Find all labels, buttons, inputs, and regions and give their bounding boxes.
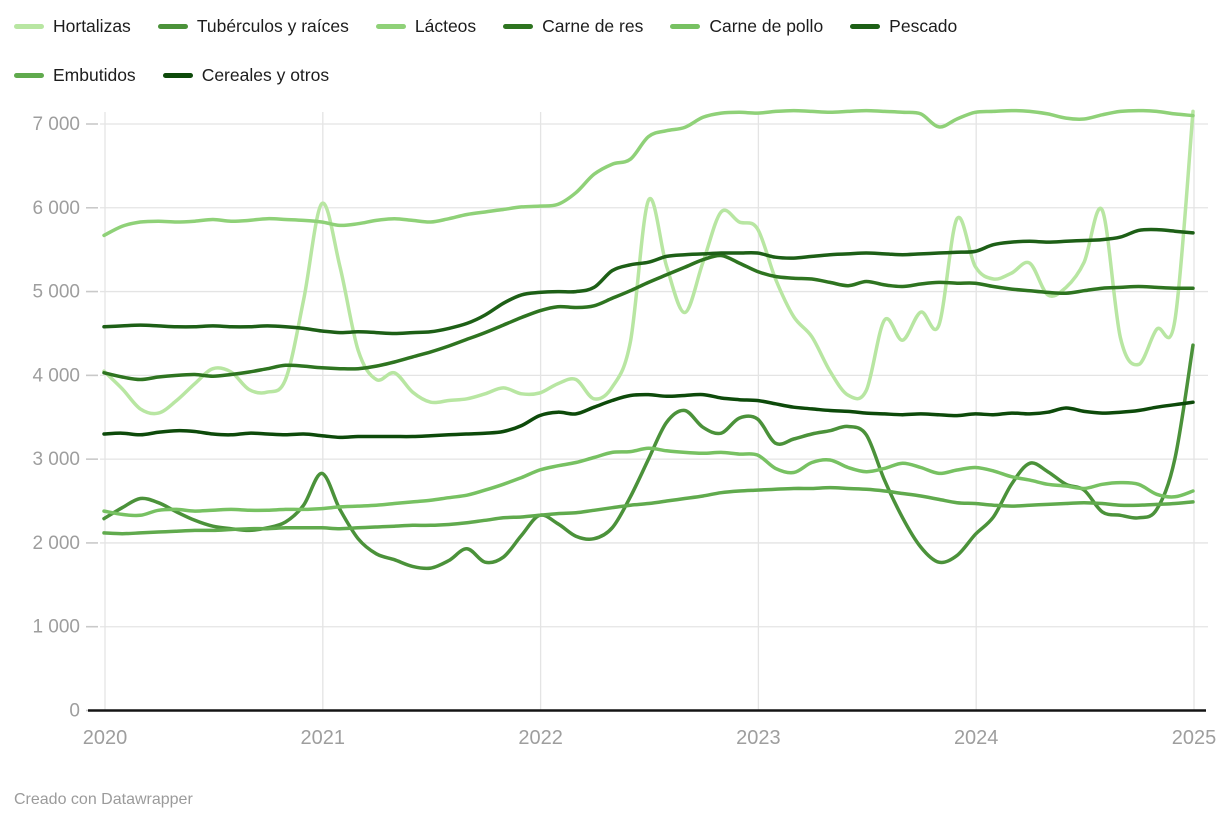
legend-item-4[interactable]: Carne de res (503, 16, 643, 37)
y-axis-label: 2 000 (32, 533, 80, 554)
legend-item-2[interactable]: Tubérculos y raíces (157, 16, 349, 37)
legend-label: Carne de res (542, 16, 644, 36)
legend-swatch-icon (670, 24, 701, 29)
series-line-hortalizas[interactable] (102, 109, 1195, 416)
legend-label: Carne de pollo (709, 16, 824, 36)
datawrapper-credit[interactable]: Creado con Datawrapper (14, 791, 193, 808)
legend-item-8[interactable]: Cereales y otros (162, 65, 330, 86)
series-line-carne-de-pollo[interactable] (102, 446, 1195, 518)
legend-label: Pescado (889, 16, 958, 36)
series-line-tub-rculos-y-ra-ces[interactable] (102, 343, 1195, 571)
legend-swatch-icon (14, 24, 44, 29)
series-line-carne-de-res[interactable] (102, 253, 1195, 382)
legend-swatch-icon (850, 24, 881, 29)
legend-item-3[interactable]: Lácteos (375, 16, 477, 37)
y-axis-label: 5 000 (32, 282, 80, 303)
legend-label: Lácteos (414, 16, 477, 36)
legend-swatch-icon (375, 24, 406, 29)
legend-item-6[interactable]: Pescado (850, 16, 957, 37)
legend-label: Cereales y otros (201, 65, 330, 85)
x-axis-label: 2022 (518, 727, 563, 749)
legend-swatch-icon (503, 24, 534, 29)
x-axis-label: 2024 (954, 727, 999, 749)
x-axis-label: 2021 (301, 727, 346, 749)
legend: Hortalizas Tubérculos y raíces Lácteos Carn… (14, 16, 1094, 86)
legend-swatch-icon (14, 73, 44, 78)
y-axis-label: 0 (69, 701, 80, 722)
legend-label: Tubérculos y raíces (196, 16, 349, 36)
y-axis-label: 1 000 (32, 617, 80, 638)
legend-label: Hortalizas (53, 16, 131, 36)
y-axis-label: 4 000 (32, 365, 80, 386)
y-axis-label: 6 000 (32, 198, 80, 219)
legend-item-1[interactable]: Hortalizas (14, 16, 131, 37)
legend-label: Embutidos (53, 65, 136, 85)
x-axis-label: 2025 (1172, 727, 1217, 749)
legend-item-5[interactable]: Carne de pollo (670, 16, 823, 37)
x-axis-label: 2023 (736, 727, 781, 749)
legend-swatch-icon (157, 24, 188, 29)
y-axis-label: 3 000 (32, 449, 80, 470)
legend-item-7[interactable]: Embutidos (14, 65, 136, 86)
series-line-pescado[interactable] (102, 227, 1195, 336)
series-line-l-cteos[interactable] (102, 108, 1195, 238)
series-line-cereales-y-otros[interactable] (102, 392, 1195, 440)
x-axis-label: 2020 (83, 727, 128, 749)
series-line-embutidos[interactable] (102, 485, 1195, 536)
y-axis-label: 7 000 (32, 114, 80, 135)
legend-swatch-icon (162, 73, 193, 78)
